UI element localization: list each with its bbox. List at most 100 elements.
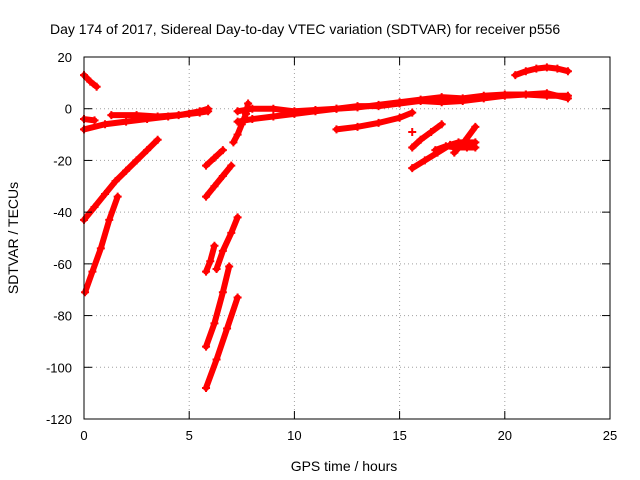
data-point (416, 135, 425, 144)
data-point (153, 135, 162, 144)
data-point (113, 192, 122, 201)
data-point (233, 117, 242, 126)
data-point (233, 213, 242, 222)
data-point (408, 127, 417, 136)
data-point (431, 146, 440, 155)
data-point (206, 257, 215, 266)
grid-lines (84, 57, 610, 419)
chart-title: Day 174 of 2017, Sidereal Day-to-day VTE… (50, 21, 560, 37)
data-point (408, 164, 417, 173)
data-point (290, 107, 299, 116)
data-point (202, 267, 211, 276)
data-point (374, 102, 383, 111)
data-point (332, 104, 341, 113)
data-point (96, 244, 105, 253)
data-point (227, 228, 236, 237)
data-point (395, 99, 404, 108)
data-point (132, 111, 141, 120)
data-point (210, 241, 219, 250)
data-point (521, 90, 530, 99)
data-point (122, 117, 131, 126)
data-point (374, 118, 383, 127)
plot-frame (83, 56, 611, 420)
data-point (563, 67, 572, 76)
data-point (460, 137, 469, 146)
data-point (101, 120, 110, 129)
data-track-11 (203, 263, 233, 350)
data-point (416, 96, 425, 105)
x-tick-label: 10 (287, 428, 301, 443)
data-point (195, 107, 204, 116)
data-track-16 (333, 109, 416, 133)
data-track-8 (203, 162, 235, 200)
y-tick-label: -60 (53, 257, 72, 272)
data-point (563, 94, 572, 103)
data-point (212, 355, 221, 364)
data-point (462, 143, 471, 152)
data-point (202, 161, 211, 170)
data-point (105, 215, 114, 224)
data-point (233, 293, 242, 302)
y-tick-label: -80 (53, 309, 72, 324)
data-point (202, 192, 211, 201)
x-tick-label: 25 (603, 428, 617, 443)
y-tick-label: -100 (46, 360, 72, 375)
data-point (479, 94, 488, 103)
data-point (248, 115, 257, 124)
data-point (244, 99, 253, 108)
x-tick-label: 20 (498, 428, 512, 443)
y-tick-label: -40 (53, 205, 72, 220)
data-track-15 (234, 90, 571, 115)
x-tick-label: 0 (80, 428, 87, 443)
data-point (542, 89, 551, 98)
data-point (210, 153, 219, 162)
data-point (90, 116, 99, 125)
data-point (542, 63, 551, 72)
data-marks (80, 63, 572, 392)
data-point (107, 111, 116, 120)
data-point (212, 265, 221, 274)
data-point (202, 383, 211, 392)
data-point (218, 146, 227, 155)
data-point (86, 77, 95, 86)
data-point (81, 288, 90, 297)
data-track-18 (409, 121, 445, 151)
data-track-3 (108, 105, 212, 120)
data-point (332, 125, 341, 134)
data-point (353, 102, 362, 111)
y-tick-label: 20 (58, 50, 72, 65)
data-point (202, 342, 211, 351)
x-tick-label: 5 (186, 428, 193, 443)
data-point (101, 190, 110, 199)
data-point (450, 148, 459, 157)
data-point (437, 120, 446, 129)
data-point (427, 127, 436, 136)
data-point (441, 142, 450, 151)
data-point (210, 182, 219, 191)
data-point (500, 91, 509, 100)
data-point (521, 67, 530, 76)
data-point (229, 138, 238, 147)
data-point (90, 202, 99, 211)
data-point (471, 143, 480, 152)
data-point (143, 146, 152, 155)
data-point (532, 64, 541, 73)
data-point (225, 262, 234, 271)
data-point (210, 319, 219, 328)
data-point (111, 177, 120, 186)
data-point (553, 64, 562, 73)
data-point (269, 104, 278, 113)
data-point (92, 82, 101, 91)
data-point (88, 267, 97, 276)
data-track-10 (213, 214, 241, 273)
data-point (174, 111, 183, 120)
data-point (437, 98, 446, 107)
data-point (233, 130, 242, 139)
y-tick-label: -120 (46, 412, 72, 427)
x-tick-label: 15 (392, 428, 406, 443)
y-tick-label: -20 (53, 153, 72, 168)
data-point (227, 161, 236, 170)
y-axis-label: SDTVAR / TECUs (5, 182, 21, 294)
data-point (408, 108, 417, 117)
data-point (248, 104, 257, 113)
